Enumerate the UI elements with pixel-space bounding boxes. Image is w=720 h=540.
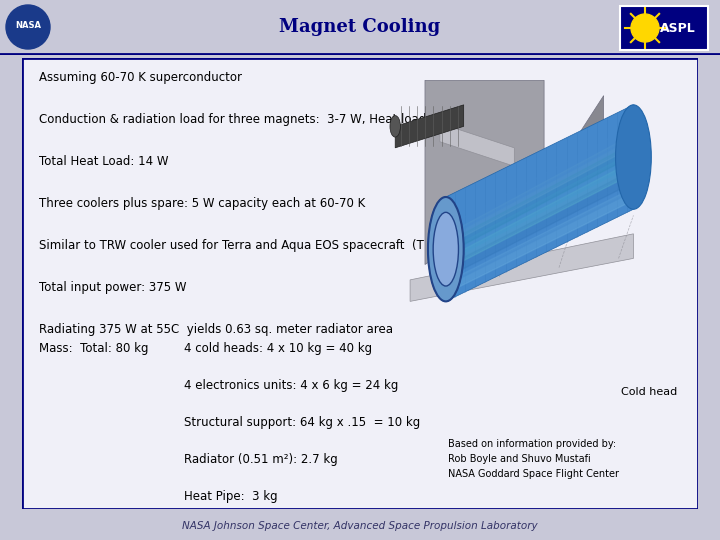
Text: Three coolers plus spare: 5 W capacity each at 60-70 K: Three coolers plus spare: 5 W capacity e… <box>39 197 365 210</box>
Circle shape <box>10 9 46 45</box>
FancyBboxPatch shape <box>22 58 698 509</box>
Text: Magnet Cooling: Magnet Cooling <box>279 18 441 36</box>
Polygon shape <box>395 105 464 148</box>
Ellipse shape <box>428 197 464 301</box>
Polygon shape <box>425 80 544 265</box>
Ellipse shape <box>433 212 459 286</box>
Text: Total input power: 375 W: Total input power: 375 W <box>39 281 186 294</box>
Text: Assuming 60-70 K superconductor: Assuming 60-70 K superconductor <box>39 71 241 84</box>
Text: Total Heat Load: 14 W: Total Heat Load: 14 W <box>39 155 168 168</box>
Text: Cold head: Cold head <box>621 387 677 397</box>
Polygon shape <box>446 161 634 270</box>
Text: Mass:  Total: 80 kg: Mass: Total: 80 kg <box>39 342 148 355</box>
Text: NASA Johnson Space Center, Advanced Space Propulsion Laboratory: NASA Johnson Space Center, Advanced Spac… <box>182 521 538 531</box>
FancyBboxPatch shape <box>620 6 708 50</box>
Circle shape <box>631 14 659 42</box>
Polygon shape <box>446 125 634 238</box>
Text: Based on information provided by:
Rob Boyle and Shuvo Mustafi
NASA Goddard Space: Based on information provided by: Rob Bo… <box>448 440 619 479</box>
Ellipse shape <box>616 105 652 210</box>
Text: Similar to TRW cooler used for Terra and Aqua EOS spacecraft  (TRL = 9): Similar to TRW cooler used for Terra and… <box>39 239 467 252</box>
Text: Conduction & radiation load for three magnets:  3-7 W, Heat load for leads:  5-7: Conduction & radiation load for three ma… <box>39 113 527 126</box>
Text: 4 electronics units: 4 x 6 kg = 24 kg: 4 electronics units: 4 x 6 kg = 24 kg <box>184 379 398 392</box>
Polygon shape <box>446 188 634 293</box>
Polygon shape <box>446 179 634 286</box>
Text: NASA: NASA <box>15 21 41 30</box>
Circle shape <box>6 5 50 49</box>
Polygon shape <box>446 170 634 278</box>
Polygon shape <box>440 123 514 166</box>
Ellipse shape <box>390 116 400 137</box>
Polygon shape <box>446 134 634 246</box>
Polygon shape <box>446 105 634 301</box>
Text: Structural support: 64 kg x .15  = 10 kg: Structural support: 64 kg x .15 = 10 kg <box>184 416 420 429</box>
Text: Heat Pipe:  3 kg: Heat Pipe: 3 kg <box>184 490 278 503</box>
Polygon shape <box>446 152 634 262</box>
Ellipse shape <box>428 197 464 301</box>
Text: Radiating 375 W at 55C  yields 0.63 sq. meter radiator area: Radiating 375 W at 55C yields 0.63 sq. m… <box>39 323 392 336</box>
Text: 4 cold heads: 4 x 10 kg = 40 kg: 4 cold heads: 4 x 10 kg = 40 kg <box>184 342 372 355</box>
Polygon shape <box>410 234 634 301</box>
Polygon shape <box>446 143 634 254</box>
Text: ASPL: ASPL <box>660 22 696 35</box>
Text: Radiator (0.51 m²): 2.7 kg: Radiator (0.51 m²): 2.7 kg <box>184 453 338 467</box>
Polygon shape <box>544 96 603 249</box>
